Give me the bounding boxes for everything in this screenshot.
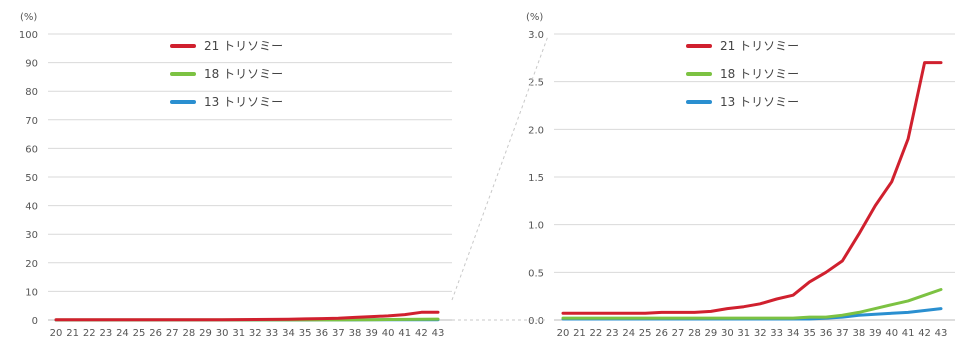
x-tick-label: 21 (66, 328, 79, 339)
x-tick-label: 33 (266, 328, 279, 339)
x-tick-label: 27 (166, 328, 179, 339)
y-tick-label: 1.0 (528, 221, 544, 232)
legend-label: 13 トリソミー (720, 95, 799, 109)
x-tick-label: 35 (803, 328, 816, 339)
x-tick-label: 26 (149, 328, 162, 339)
x-tick-label: 27 (672, 328, 685, 339)
x-tick-label: 23 (606, 328, 619, 339)
series-line (561, 61, 943, 315)
y-tick-label: 90 (25, 59, 38, 70)
y-tick-label: 50 (25, 173, 38, 184)
x-tick-label: 34 (282, 328, 295, 339)
x-tick-label: 20 (557, 328, 570, 339)
y-unit-label: (%) (20, 12, 37, 23)
y-tick-label: 60 (25, 144, 38, 155)
y-tick-label: 20 (25, 259, 38, 270)
x-tick-label: 25 (639, 328, 652, 339)
y-tick-label: 100 (19, 30, 38, 41)
x-tick-label: 26 (655, 328, 668, 339)
legend-label: 21 トリソミー (720, 39, 799, 53)
x-tick-label: 40 (885, 328, 898, 339)
x-tick-label: 29 (199, 328, 212, 339)
x-tick-label: 42 (415, 328, 428, 339)
y-tick-label: 2.5 (528, 78, 544, 89)
y-tick-label: 2.0 (528, 125, 544, 136)
x-tick-label: 36 (820, 328, 833, 339)
x-tick-label: 31 (737, 328, 750, 339)
x-tick-label: 41 (398, 328, 411, 339)
legend-label: 18 トリソミー (720, 67, 799, 81)
x-tick-label: 29 (705, 328, 718, 339)
x-tick-label: 41 (902, 328, 915, 339)
series-line (561, 288, 943, 320)
x-tick-label: 24 (116, 328, 129, 339)
y-tick-label: 70 (25, 116, 38, 127)
x-tick-label: 33 (770, 328, 783, 339)
x-tick-label: 22 (590, 328, 603, 339)
x-tick-label: 25 (133, 328, 146, 339)
y-tick-label: 1.5 (528, 173, 544, 184)
zoom-connector-line (451, 35, 549, 301)
x-tick-label: 22 (83, 328, 96, 339)
x-tick-label: 37 (836, 328, 849, 339)
y-unit-label: (%) (526, 12, 543, 23)
x-tick-label: 30 (721, 328, 734, 339)
x-tick-label: 28 (688, 328, 701, 339)
x-tick-label: 36 (315, 328, 328, 339)
x-tick-label: 40 (382, 328, 395, 339)
x-tick-label: 35 (299, 328, 312, 339)
x-tick-label: 38 (852, 328, 865, 339)
x-tick-label: 23 (99, 328, 112, 339)
y-tick-label: 10 (25, 287, 38, 298)
x-tick-label: 43 (935, 328, 948, 339)
x-tick-label: 39 (869, 328, 882, 339)
chart-right: (%) 0.0 0.5 1.0 1.5 2.0 2.5 3.0 20 21 22 23 24 25 26 27… (526, 12, 955, 339)
legend-label: 13 トリソミー (204, 95, 283, 109)
legend-label: 21 トリソミー (204, 39, 283, 53)
x-tick-label: 30 (216, 328, 229, 339)
x-tick-label: 39 (365, 328, 378, 339)
y-tick-label: 0.0 (528, 316, 544, 327)
y-tick-label: 0.5 (528, 268, 544, 279)
x-tick-label: 24 (622, 328, 635, 339)
x-tick-label: 21 (573, 328, 586, 339)
x-tick-label: 38 (349, 328, 362, 339)
x-tick-label: 37 (332, 328, 345, 339)
x-tick-label: 42 (918, 328, 931, 339)
x-tick-label: 20 (50, 328, 63, 339)
x-tick-label: 34 (787, 328, 800, 339)
series-line (54, 310, 440, 322)
legend-label: 18 トリソミー (204, 67, 283, 81)
x-tick-label: 32 (249, 328, 262, 339)
x-tick-label: 31 (232, 328, 245, 339)
x-tick-label: 32 (754, 328, 767, 339)
y-tick-label: 3.0 (528, 30, 544, 41)
zoom-connector (451, 35, 549, 321)
x-tick-label: 43 (432, 328, 445, 339)
y-tick-label: 30 (25, 230, 38, 241)
x-tick-label: 28 (183, 328, 196, 339)
y-tick-label: 80 (25, 87, 38, 98)
y-tick-label: 40 (25, 202, 38, 213)
y-tick-label: 0 (32, 316, 38, 327)
